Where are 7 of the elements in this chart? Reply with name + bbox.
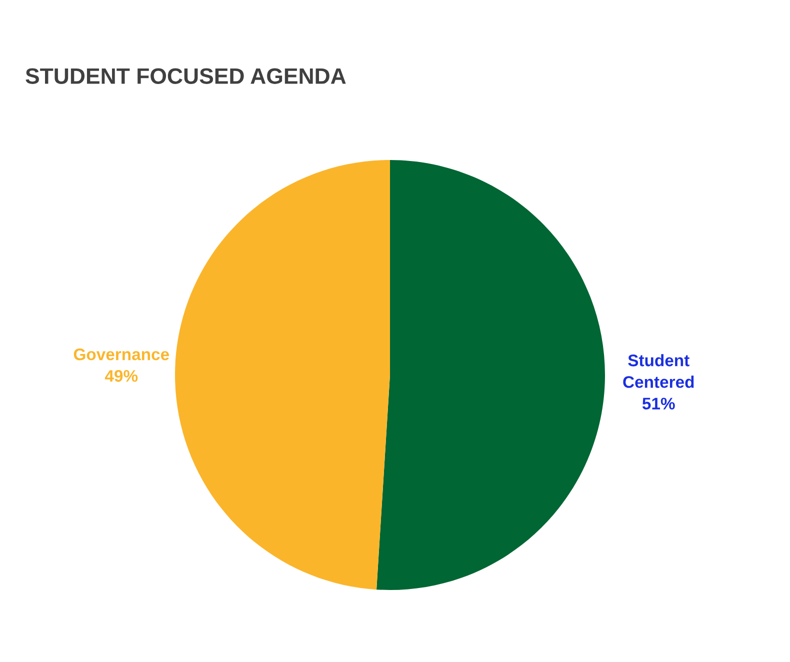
slice-label: Governance: [74, 348, 169, 360]
slice-label: Student Centered: [623, 354, 694, 388]
pie-slice: [175, 160, 390, 590]
chart-title: STUDENT FOCUSED AGENDA: [26, 68, 346, 84]
data-label: 49%: [104, 370, 138, 382]
data-label: 51%: [642, 398, 675, 410]
pie-slice: [376, 160, 605, 590]
